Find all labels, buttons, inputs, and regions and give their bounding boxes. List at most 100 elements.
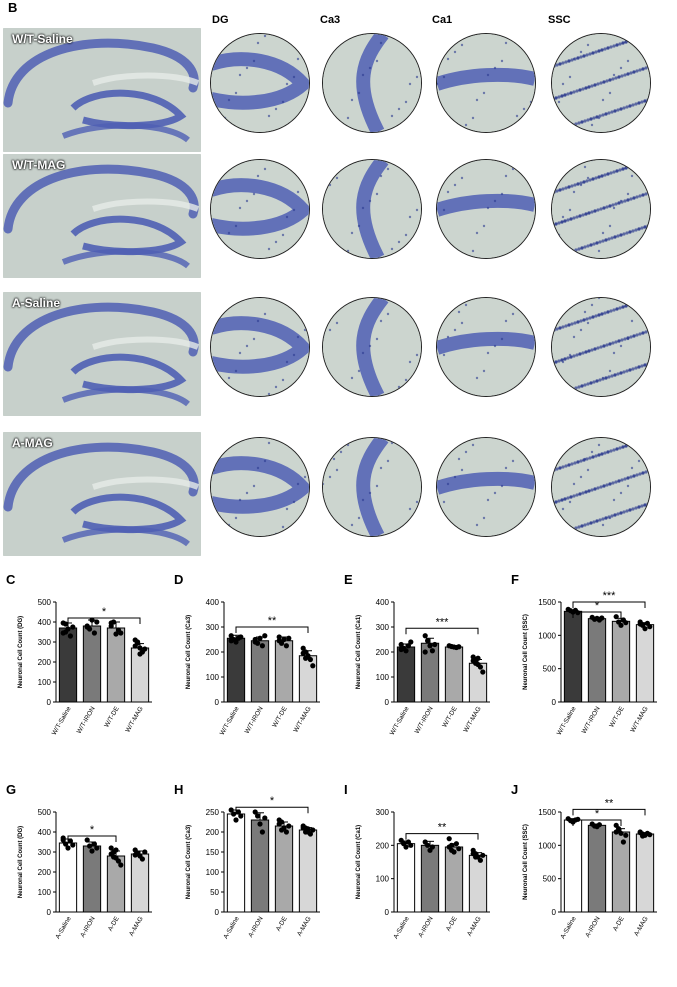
y-tick-label: 200 <box>376 648 390 657</box>
data-point <box>228 633 234 639</box>
y-tick-label: 1000 <box>538 841 556 850</box>
y-tick-label: 0 <box>47 908 52 917</box>
bar <box>130 853 150 913</box>
significance-label: ** <box>268 615 277 627</box>
data-point <box>640 622 646 628</box>
bar-chart-panel-e: E Neuronal Cell Count (Ca1) 0 100 200 300 400 W… <box>338 572 506 772</box>
data-point <box>65 845 71 851</box>
data-point <box>429 844 435 850</box>
y-tick-label: 300 <box>376 808 390 817</box>
y-tick-label: 50 <box>210 888 219 897</box>
category-label: A-DE <box>275 915 289 933</box>
y-tick-label: 200 <box>38 658 52 667</box>
y-tick-label: 300 <box>38 638 52 647</box>
data-point <box>67 838 73 844</box>
data-point <box>108 845 114 851</box>
y-tick-label: 200 <box>206 648 220 657</box>
data-point <box>67 633 73 639</box>
data-point <box>84 623 90 629</box>
bar <box>274 825 294 913</box>
data-point <box>87 843 93 849</box>
y-axis-label: Neuronal Cell Count (Ca1) <box>356 825 362 899</box>
panel-letter: J <box>511 782 518 797</box>
data-point <box>300 825 306 831</box>
data-point <box>65 626 71 632</box>
data-point <box>599 615 605 621</box>
panel-letter: F <box>511 572 519 587</box>
data-point <box>640 833 646 839</box>
row-label: A-MAG <box>12 436 53 450</box>
category-label: A-IRON <box>417 915 435 938</box>
data-point <box>300 650 306 656</box>
data-point <box>111 854 117 860</box>
data-point <box>238 634 244 640</box>
y-tick-label: 200 <box>206 828 220 837</box>
category-label: W/T-MAG <box>292 706 312 734</box>
data-point <box>115 858 121 864</box>
data-point <box>596 822 602 828</box>
data-point <box>642 626 648 632</box>
data-point <box>63 621 69 627</box>
data-point <box>307 656 313 663</box>
data-point <box>456 644 462 650</box>
data-point <box>422 633 428 639</box>
region-inset-ca1 <box>436 297 536 397</box>
y-axis-label: Neuronal Cell Count (SSC) <box>523 824 529 900</box>
data-point <box>613 614 619 620</box>
data-point <box>91 841 97 847</box>
region-inset-ssc <box>551 437 651 537</box>
data-point <box>94 845 100 851</box>
y-tick-label: 250 <box>206 808 220 817</box>
data-point <box>70 624 76 630</box>
data-point <box>113 631 119 637</box>
column-header-ca1: Ca1 <box>432 14 453 26</box>
data-point <box>429 648 435 654</box>
data-point <box>473 854 479 860</box>
category-label: A-IRON <box>79 915 97 938</box>
data-point <box>235 809 241 815</box>
y-tick-label: 0 <box>215 908 220 917</box>
data-point <box>408 842 414 848</box>
category-label: W/T-Saline <box>389 705 411 736</box>
category-label: A-MAG <box>296 916 313 938</box>
region-inset-ssc <box>551 297 651 397</box>
data-point <box>257 821 263 827</box>
y-tick-label: 300 <box>206 623 220 632</box>
y-axis-label: Neuronal Cell Count (DG) <box>18 616 24 688</box>
significance-bracket <box>572 808 646 816</box>
category-label: W/T-Saline <box>219 705 241 736</box>
y-tick-label: 100 <box>376 673 390 682</box>
data-point <box>623 620 629 626</box>
data-point <box>259 643 265 649</box>
category-label: W/T-Saline <box>51 705 73 736</box>
panel-letter: G <box>6 782 16 797</box>
bar <box>468 662 488 703</box>
bar <box>226 637 246 703</box>
y-tick-label: 0 <box>47 698 52 707</box>
data-point <box>262 633 268 639</box>
data-point <box>620 839 626 845</box>
y-tick-label: 100 <box>206 868 220 877</box>
data-point <box>118 862 124 868</box>
y-tick-label: 400 <box>206 598 220 607</box>
bar <box>563 819 583 913</box>
data-point <box>300 645 306 651</box>
y-tick-label: 400 <box>376 598 390 607</box>
bar <box>298 655 318 703</box>
data-point <box>276 638 282 644</box>
y-tick-label: 300 <box>376 623 390 632</box>
data-point <box>137 645 143 651</box>
category-label: A-MAG <box>466 916 483 938</box>
data-point <box>432 641 438 648</box>
y-tick-label: 100 <box>38 888 52 897</box>
data-point <box>111 619 117 625</box>
significance-label: * <box>90 824 95 836</box>
region-inset-ssc <box>551 33 651 133</box>
bar <box>635 833 655 913</box>
bar-chart-panel-h: H Neuronal Cell Count (Ca3) 0 50 100 150 200 25… <box>168 782 336 982</box>
significance-bracket <box>235 626 309 633</box>
significance-bracket <box>67 617 141 624</box>
y-tick-label: 500 <box>38 598 52 607</box>
row-label: W/T-MAG <box>12 158 66 172</box>
category-label: A-DE <box>445 915 459 933</box>
